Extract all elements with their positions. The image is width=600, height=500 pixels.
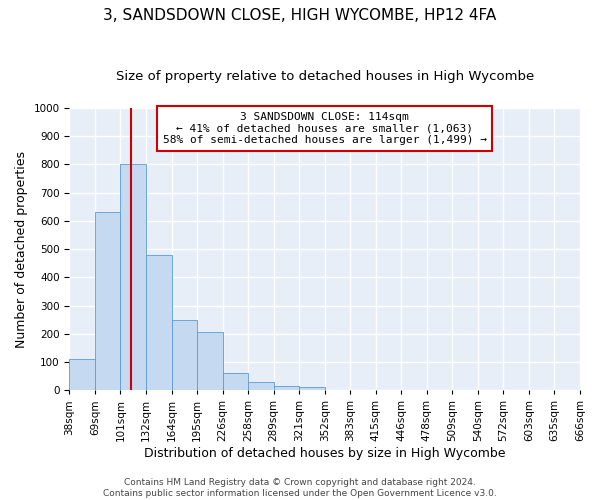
Bar (274, 386, 299, 390)
Text: Contains HM Land Registry data © Crown copyright and database right 2024.
Contai: Contains HM Land Registry data © Crown c… (103, 478, 497, 498)
Bar (121, 164, 146, 390)
Text: 3, SANDSDOWN CLOSE, HIGH WYCOMBE, HP12 4FA: 3, SANDSDOWN CLOSE, HIGH WYCOMBE, HP12 4… (103, 8, 497, 22)
Bar (248, 382, 274, 390)
Text: 3 SANDSDOWN CLOSE: 114sqm
← 41% of detached houses are smaller (1,063)
58% of se: 3 SANDSDOWN CLOSE: 114sqm ← 41% of detac… (163, 112, 487, 145)
Bar (197, 332, 223, 390)
Title: Size of property relative to detached houses in High Wycombe: Size of property relative to detached ho… (116, 70, 534, 83)
Bar (95, 212, 121, 390)
X-axis label: Distribution of detached houses by size in High Wycombe: Distribution of detached houses by size … (144, 447, 505, 460)
Bar (146, 254, 172, 390)
Bar (299, 388, 325, 390)
Y-axis label: Number of detached properties: Number of detached properties (15, 150, 28, 348)
Bar (172, 320, 197, 390)
Bar (223, 374, 248, 390)
Bar (70, 359, 95, 390)
